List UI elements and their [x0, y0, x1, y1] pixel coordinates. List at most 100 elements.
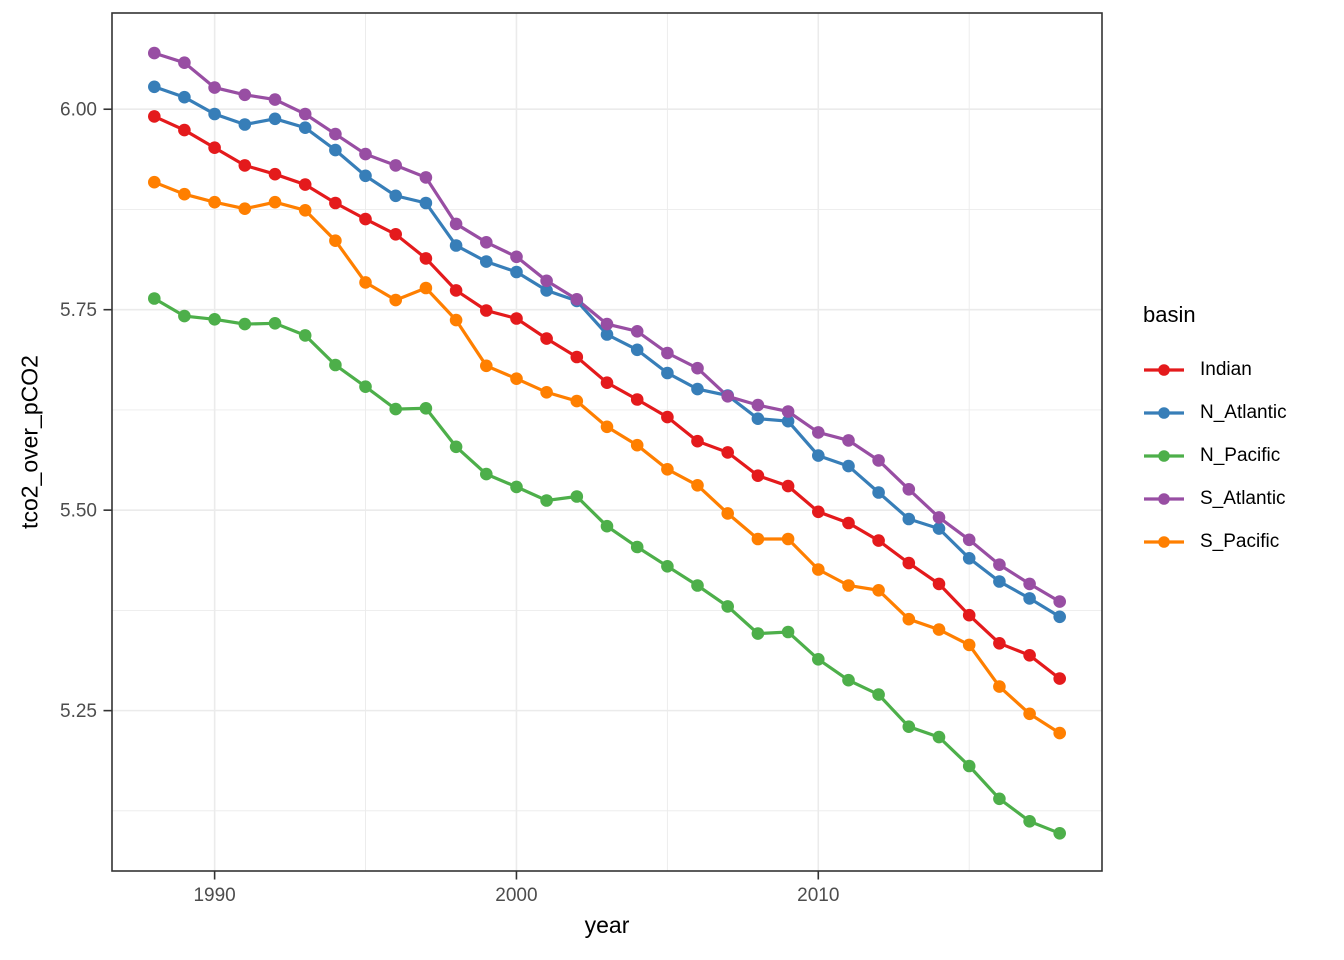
data-point: [510, 480, 523, 494]
legend-item-label: S_Atlantic: [1200, 487, 1286, 509]
data-point: [993, 637, 1006, 650]
data-point: [993, 680, 1006, 693]
data-point: [208, 195, 221, 209]
data-point: [178, 123, 191, 137]
data-point: [540, 332, 553, 345]
data-point: [781, 414, 795, 428]
data-point: [298, 178, 312, 191]
x-axis-title: year: [584, 912, 630, 938]
data-point: [329, 358, 342, 372]
data-point: [1023, 577, 1036, 591]
data-point: [1053, 827, 1066, 840]
data-point: [510, 265, 523, 279]
legend-item-label: S_Pacific: [1200, 530, 1280, 552]
data-point: [872, 486, 885, 499]
data-point: [268, 317, 282, 330]
data-point: [600, 328, 614, 341]
x-tick-label: 2010: [797, 885, 839, 906]
data-point: [902, 483, 916, 496]
data-point: [630, 540, 644, 554]
y-tick-label: 6.00: [60, 100, 97, 121]
data-point: [419, 281, 433, 295]
data-point: [842, 579, 855, 592]
data-point: [298, 107, 312, 121]
data-point: [751, 469, 765, 483]
data-point: [1053, 610, 1066, 624]
data-point: [630, 438, 644, 452]
data-point: [148, 46, 161, 60]
data-point: [751, 398, 765, 412]
series-points: [148, 46, 1066, 840]
data-point: [872, 584, 885, 597]
data-point: [1023, 592, 1036, 605]
y-axis-title: tco2_over_pCO2: [16, 355, 43, 529]
data-point: [661, 463, 674, 476]
data-point: [600, 519, 614, 533]
data-point: [419, 196, 433, 210]
data-point: [812, 653, 825, 666]
panel-border: [111, 12, 1103, 872]
legend-items: Indian N_Atlantic N_Pacific S_Atlantic S_Pac…: [1143, 348, 1287, 563]
data-point: [872, 454, 885, 467]
data-point: [268, 167, 282, 181]
legend-key-icon: [1144, 449, 1184, 462]
data-point: [993, 792, 1006, 806]
legend-key-icon: [1144, 492, 1184, 505]
data-point: [540, 386, 553, 399]
data-point: [510, 250, 523, 264]
data-point: [902, 612, 916, 626]
data-point: [359, 276, 372, 289]
legend: basin Indian N_Atlantic N_Pacific S_Atlanti…: [1143, 300, 1287, 563]
data-point: [962, 552, 976, 565]
data-point: [1053, 672, 1066, 685]
data-point: [449, 239, 463, 252]
data-point: [842, 673, 855, 687]
y-tick-label: 5.50: [60, 501, 97, 522]
data-point: [872, 534, 885, 547]
data-point: [781, 405, 795, 418]
data-point: [238, 88, 252, 102]
legend-item-N_Atlantic: N_Atlantic: [1143, 391, 1287, 434]
data-point: [208, 81, 221, 94]
data-point: [359, 147, 372, 161]
data-point: [178, 90, 191, 104]
data-point: [872, 688, 885, 701]
data-point: [781, 625, 795, 639]
legend-key-icon: [1144, 535, 1184, 548]
data-point: [298, 329, 312, 342]
data-point: [510, 372, 523, 386]
axis-ticks: [103, 108, 820, 880]
data-point: [661, 366, 674, 380]
data-point: [389, 293, 403, 307]
data-point: [570, 350, 584, 364]
data-point: [902, 720, 916, 733]
data-point: [148, 292, 161, 305]
series-points-S_Atlantic: [148, 46, 1066, 608]
data-point: [449, 440, 463, 454]
legend-item-S_Pacific: S_Pacific: [1143, 520, 1287, 563]
data-point: [812, 563, 825, 576]
data-point: [721, 600, 734, 613]
data-point: [781, 479, 795, 493]
data-point: [812, 426, 825, 439]
data-point: [178, 56, 191, 69]
data-point: [691, 361, 704, 375]
series-points-S_Pacific: [148, 175, 1066, 740]
series-points-N_Atlantic: [148, 80, 1066, 624]
data-point: [842, 434, 855, 447]
data-point: [600, 420, 614, 434]
data-point: [148, 80, 161, 94]
data-point: [691, 434, 704, 448]
data-point: [148, 110, 161, 123]
data-point: [962, 638, 976, 652]
data-point: [932, 623, 946, 636]
data-point: [1023, 707, 1036, 721]
data-point: [449, 217, 463, 231]
data-point: [238, 159, 252, 172]
data-point: [1053, 595, 1066, 608]
data-point: [661, 346, 674, 360]
data-point: [962, 759, 976, 773]
data-point: [238, 202, 252, 215]
series-points-Indian: [148, 110, 1066, 685]
